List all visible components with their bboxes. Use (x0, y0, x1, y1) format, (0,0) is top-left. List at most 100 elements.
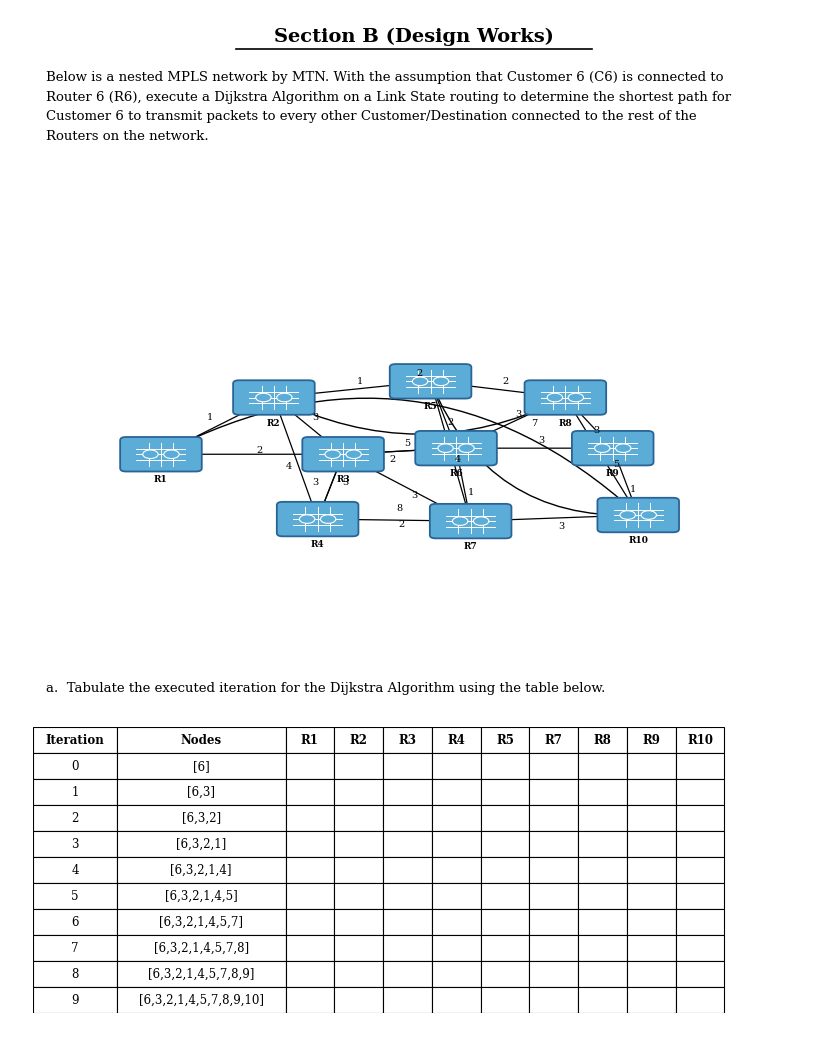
Bar (33, 779, 117, 805)
Bar (528, 727, 577, 753)
Bar (334, 857, 383, 883)
FancyArrowPatch shape (276, 380, 426, 397)
Text: R7: R7 (463, 542, 477, 551)
Bar (528, 909, 577, 935)
Bar (33, 961, 117, 987)
Bar (117, 805, 285, 831)
FancyBboxPatch shape (415, 431, 496, 465)
Bar (334, 987, 383, 1013)
Text: R9: R9 (605, 470, 619, 478)
Bar (334, 909, 383, 935)
Circle shape (640, 511, 656, 520)
Bar (117, 779, 285, 805)
Bar (626, 883, 675, 909)
Text: R5: R5 (423, 402, 437, 411)
Bar (117, 753, 285, 779)
Text: [6]: [6] (193, 760, 209, 773)
Bar (432, 987, 480, 1013)
Bar (334, 779, 383, 805)
Bar (626, 987, 675, 1013)
Text: [6,3,2,1,4,5,7,8,9]: [6,3,2,1,4,5,7,8,9] (148, 967, 254, 981)
Bar (285, 909, 334, 935)
FancyArrowPatch shape (431, 383, 633, 517)
FancyArrowPatch shape (163, 398, 634, 512)
Bar (383, 961, 432, 987)
Bar (626, 857, 675, 883)
Bar (480, 961, 528, 987)
Bar (528, 857, 577, 883)
Bar (285, 805, 334, 831)
FancyBboxPatch shape (429, 504, 511, 538)
Text: 1: 1 (207, 414, 213, 422)
FancyArrowPatch shape (566, 400, 609, 445)
Text: 1: 1 (356, 377, 362, 385)
Bar (528, 779, 577, 805)
Text: R5: R5 (495, 734, 514, 747)
FancyArrowPatch shape (566, 400, 635, 511)
Bar (334, 805, 383, 831)
Bar (33, 987, 117, 1013)
Bar (626, 753, 675, 779)
Text: 1: 1 (467, 488, 473, 498)
Text: 3: 3 (538, 435, 544, 445)
Bar (117, 883, 285, 909)
Bar (432, 753, 480, 779)
FancyArrowPatch shape (346, 446, 452, 454)
Bar (675, 831, 724, 857)
Bar (334, 831, 383, 857)
Circle shape (614, 444, 630, 452)
Text: 5: 5 (71, 889, 79, 903)
Text: 3: 3 (313, 414, 318, 422)
Bar (626, 831, 675, 857)
Circle shape (299, 514, 314, 524)
Bar (285, 961, 334, 987)
Text: [6,3,2,1,4,5]: [6,3,2,1,4,5] (165, 889, 237, 903)
Bar (432, 857, 480, 883)
Text: 3: 3 (514, 410, 520, 420)
Bar (675, 857, 724, 883)
Text: 7: 7 (71, 941, 79, 955)
Bar (577, 727, 626, 753)
Text: [6,3,2,1]: [6,3,2,1] (176, 837, 226, 851)
Bar (626, 805, 675, 831)
Bar (33, 857, 117, 883)
Text: 1: 1 (629, 485, 635, 495)
Bar (480, 857, 528, 883)
Bar (334, 883, 383, 909)
FancyBboxPatch shape (233, 380, 314, 415)
Text: 4: 4 (454, 455, 461, 463)
Bar (383, 805, 432, 831)
Text: Section B (Design Works): Section B (Design Works) (274, 28, 553, 47)
Bar (117, 857, 285, 883)
Circle shape (547, 393, 562, 402)
Text: Below is a nested MPLS network by MTN. With the assumption that Customer 6 (C6) : Below is a nested MPLS network by MTN. W… (45, 72, 729, 143)
Bar (577, 883, 626, 909)
Bar (577, 857, 626, 883)
Bar (626, 909, 675, 935)
FancyArrowPatch shape (433, 381, 561, 399)
Bar (480, 935, 528, 961)
Circle shape (473, 516, 488, 526)
Text: 5: 5 (404, 438, 409, 448)
FancyArrowPatch shape (347, 448, 452, 456)
Bar (480, 753, 528, 779)
Bar (675, 753, 724, 779)
FancyArrowPatch shape (276, 399, 561, 434)
Bar (577, 961, 626, 987)
Text: 8: 8 (71, 967, 79, 981)
Text: a.  Tabulate the executed iteration for the Dijkstra Algorithm using the table b: a. Tabulate the executed iteration for t… (45, 682, 605, 695)
Bar (528, 961, 577, 987)
Text: 2: 2 (447, 419, 453, 427)
Text: 2: 2 (398, 520, 404, 529)
Circle shape (164, 450, 179, 458)
Text: [6,3,2,1,4,5,7,8]: [6,3,2,1,4,5,7,8] (153, 941, 248, 955)
Text: 3: 3 (558, 522, 564, 531)
Circle shape (276, 393, 292, 402)
Text: 3: 3 (342, 478, 347, 487)
Bar (383, 883, 432, 909)
Bar (33, 805, 117, 831)
FancyArrowPatch shape (318, 458, 342, 516)
Bar (33, 727, 117, 753)
Text: R8: R8 (557, 419, 571, 427)
Bar (285, 987, 334, 1013)
